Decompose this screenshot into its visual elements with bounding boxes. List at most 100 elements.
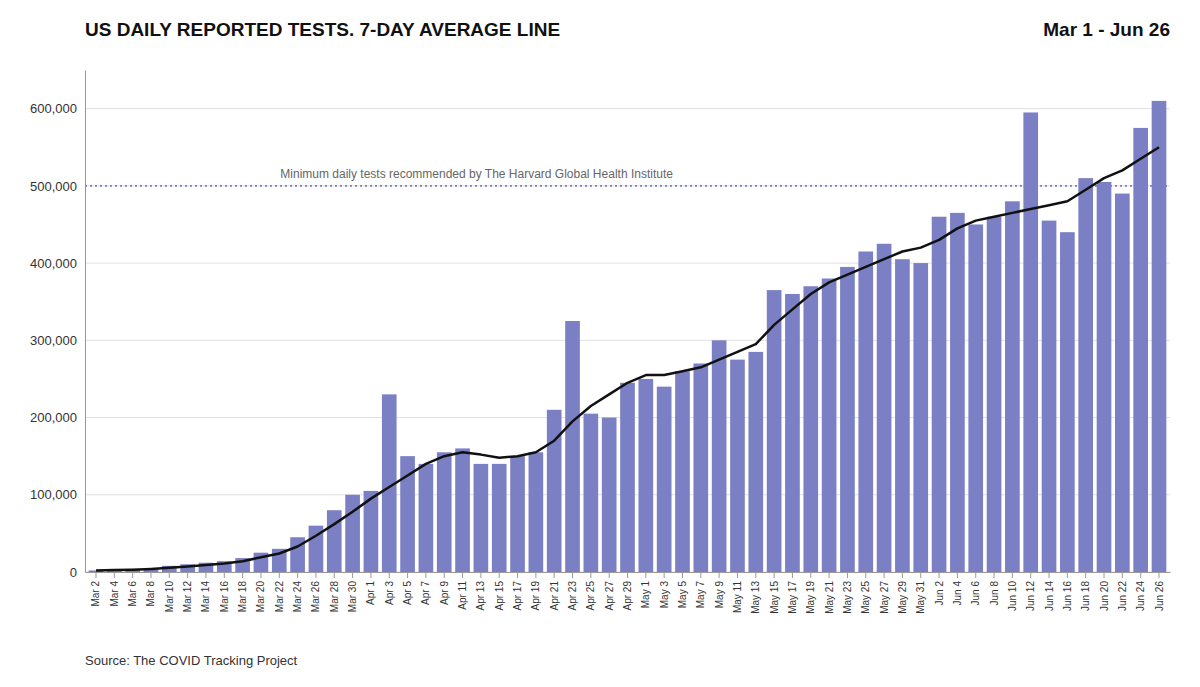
x-tick-label: Apr 29 bbox=[622, 581, 633, 611]
x-tick-label: Jun 26 bbox=[1154, 581, 1165, 611]
x-tick-label: May 21 bbox=[824, 581, 835, 614]
bar bbox=[620, 383, 635, 572]
x-tick-label: May 19 bbox=[805, 581, 816, 614]
y-tick: 400,000 bbox=[30, 256, 85, 271]
x-tick-mark bbox=[627, 572, 628, 578]
y-tick-label: 100,000 bbox=[30, 487, 77, 502]
x-tick-mark bbox=[370, 572, 371, 578]
x-tick-mark bbox=[719, 572, 720, 578]
x-tick-mark bbox=[260, 572, 261, 578]
y-tick: 300,000 bbox=[30, 333, 85, 348]
x-tick: Jun 22 bbox=[1117, 572, 1128, 611]
x-tick-mark bbox=[1030, 572, 1031, 578]
bar bbox=[840, 267, 855, 572]
x-tick-label: Apr 11 bbox=[457, 581, 468, 610]
x-tick-label: Jun 22 bbox=[1117, 581, 1128, 611]
x-tick-mark bbox=[297, 572, 298, 578]
bar bbox=[1152, 101, 1167, 572]
x-tick-label: May 9 bbox=[714, 581, 725, 609]
bar bbox=[1060, 232, 1075, 572]
bar bbox=[675, 371, 690, 572]
x-tick-mark bbox=[554, 572, 555, 578]
x-tick-mark bbox=[242, 572, 243, 578]
x-tick: Jun 6 bbox=[970, 572, 981, 605]
x-tick: May 21 bbox=[824, 572, 835, 614]
x-tick-mark bbox=[590, 572, 591, 578]
bar bbox=[1133, 128, 1148, 572]
x-tick: May 29 bbox=[897, 572, 908, 614]
x-tick-label: Mar 28 bbox=[329, 581, 340, 613]
x-tick-label: Jun 14 bbox=[1044, 581, 1055, 611]
x-tick-label: Apr 23 bbox=[567, 581, 578, 611]
x-tick-mark bbox=[535, 572, 536, 578]
x-tick-label: Jun 24 bbox=[1135, 581, 1146, 611]
x-tick-mark bbox=[975, 572, 976, 578]
x-tick: May 15 bbox=[769, 572, 780, 614]
x-tick-label: Mar 10 bbox=[164, 581, 175, 613]
x-axis: Mar 2Mar 4Mar 6Mar 8Mar 10Mar 12Mar 14Ma… bbox=[86, 572, 1171, 614]
x-tick: May 25 bbox=[860, 572, 871, 614]
x-tick-mark bbox=[645, 572, 646, 578]
x-tick-mark bbox=[279, 572, 280, 578]
x-tick-label: Mar 6 bbox=[127, 581, 138, 607]
x-tick-label: Mar 2 bbox=[90, 581, 101, 607]
x-tick: Mar 28 bbox=[329, 572, 340, 612]
x-tick-label: Mar 8 bbox=[145, 581, 156, 607]
bar bbox=[913, 263, 928, 572]
x-tick-mark bbox=[682, 572, 683, 578]
x-tick-mark bbox=[572, 572, 573, 578]
x-tick-mark bbox=[315, 572, 316, 578]
y-tick: 0 bbox=[70, 565, 85, 580]
bar bbox=[1005, 201, 1020, 572]
x-tick-label: Apr 9 bbox=[439, 581, 450, 605]
bar bbox=[584, 414, 599, 572]
x-tick: Apr 3 bbox=[384, 572, 395, 605]
x-tick-label: Apr 17 bbox=[512, 581, 523, 611]
x-tick: Jun 16 bbox=[1062, 572, 1073, 611]
x-tick-label: May 5 bbox=[677, 581, 688, 609]
line bbox=[96, 147, 1159, 570]
bar bbox=[858, 251, 873, 572]
x-tick: Apr 19 bbox=[530, 572, 541, 610]
plot: Mar 2Mar 4Mar 6Mar 8Mar 10Mar 12Mar 14Ma… bbox=[30, 71, 1171, 614]
x-tick-label: Jun 16 bbox=[1062, 581, 1073, 611]
x-tick-label: Jun 6 bbox=[970, 581, 981, 606]
grid-line bbox=[85, 185, 1170, 186]
x-tick: Mar 10 bbox=[164, 572, 175, 612]
x-tick: Mar 30 bbox=[347, 572, 358, 612]
y-tick: 600,000 bbox=[30, 101, 85, 116]
bar bbox=[1023, 112, 1038, 572]
x-tick-label: Jun 8 bbox=[989, 581, 1000, 606]
y-tick: 200,000 bbox=[30, 410, 85, 425]
marks bbox=[85, 101, 1170, 572]
x-tick-mark bbox=[792, 572, 793, 578]
bar bbox=[345, 495, 360, 572]
x-tick-mark bbox=[224, 572, 225, 578]
x-tick: Mar 14 bbox=[200, 572, 211, 612]
x-tick-label: Mar 30 bbox=[347, 581, 358, 613]
y-tick-label: 600,000 bbox=[30, 101, 77, 116]
x-tick: Apr 27 bbox=[604, 572, 615, 610]
x-tick-label: Apr 25 bbox=[585, 581, 596, 611]
x-tick-mark bbox=[664, 572, 665, 578]
bar bbox=[968, 224, 983, 572]
x-tick-label: May 13 bbox=[750, 581, 761, 614]
x-tick: Apr 25 bbox=[585, 572, 596, 610]
x-tick: Apr 29 bbox=[622, 572, 633, 610]
bar bbox=[712, 340, 727, 572]
x-tick: Mar 8 bbox=[145, 572, 156, 607]
x-tick-mark bbox=[462, 572, 463, 578]
x-tick: Mar 6 bbox=[127, 572, 138, 607]
x-tick-label: May 29 bbox=[897, 581, 908, 614]
x-tick: Mar 24 bbox=[292, 572, 303, 612]
bar bbox=[492, 464, 507, 572]
x-tick-label: Jun 2 bbox=[934, 581, 945, 606]
x-tick-label: Apr 19 bbox=[530, 581, 541, 611]
x-tick: May 9 bbox=[714, 572, 725, 608]
x-tick: Apr 17 bbox=[512, 572, 523, 610]
title: US DAILY REPORTED TESTS. 7-DAY AVERAGE L… bbox=[85, 19, 560, 40]
x-tick-label: Jun 20 bbox=[1099, 581, 1110, 611]
y-tick-label: 300,000 bbox=[30, 333, 77, 348]
x-tick: Mar 16 bbox=[219, 572, 230, 612]
x-tick: Jun 2 bbox=[934, 572, 945, 605]
